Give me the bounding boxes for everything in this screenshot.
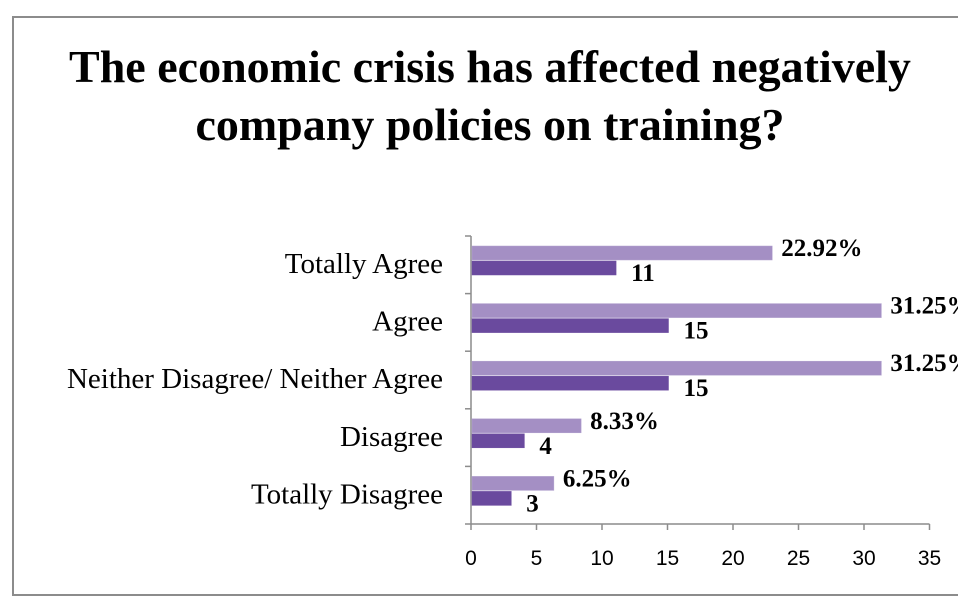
data-label-percent: 22.92% [781,235,862,262]
bar-count [471,260,617,276]
x-tick-label: 20 [721,547,744,570]
x-tick-label: 10 [590,547,613,570]
bar-percent [471,303,882,318]
data-label-percent: 31.25% [890,293,958,320]
category-label: Totally Agree [285,248,443,280]
data-label-percent: 8.33% [590,408,659,435]
category-label: Totally Disagree [251,478,443,510]
bar-percent [471,360,882,376]
bar-count [471,318,669,333]
x-tick-label: 30 [852,547,875,570]
x-tick-label: 35 [918,547,941,570]
data-label-count: 15 [684,318,709,345]
bar-count [471,375,669,391]
bar-percent [471,245,773,261]
bar-percent [471,418,582,434]
bar-count [471,433,525,449]
x-tick-label: 15 [656,547,679,570]
data-label-percent: 6.25% [563,465,632,492]
bar-percent [471,476,555,491]
category-label: Disagree [340,421,443,453]
x-tick-label: 25 [787,547,810,570]
data-label-count: 15 [684,375,709,402]
data-label-count: 3 [526,490,539,517]
bar-count [471,491,512,506]
data-label-count: 4 [539,433,552,460]
x-tick-label: 0 [465,547,477,570]
x-tick-label: 5 [531,547,543,570]
category-label: Agree [372,306,443,338]
bar-chart: 0 5 10 15 20 25 30 35 Totally Agree 22.92% 11 Agree… [67,235,958,570]
data-label-percent: 31.25% [890,350,958,377]
data-label-count: 11 [631,260,655,287]
category-label: Neither Disagree/ Neither Agree [67,363,443,395]
chart-title: The economic crisis has affected negativ… [69,41,911,150]
